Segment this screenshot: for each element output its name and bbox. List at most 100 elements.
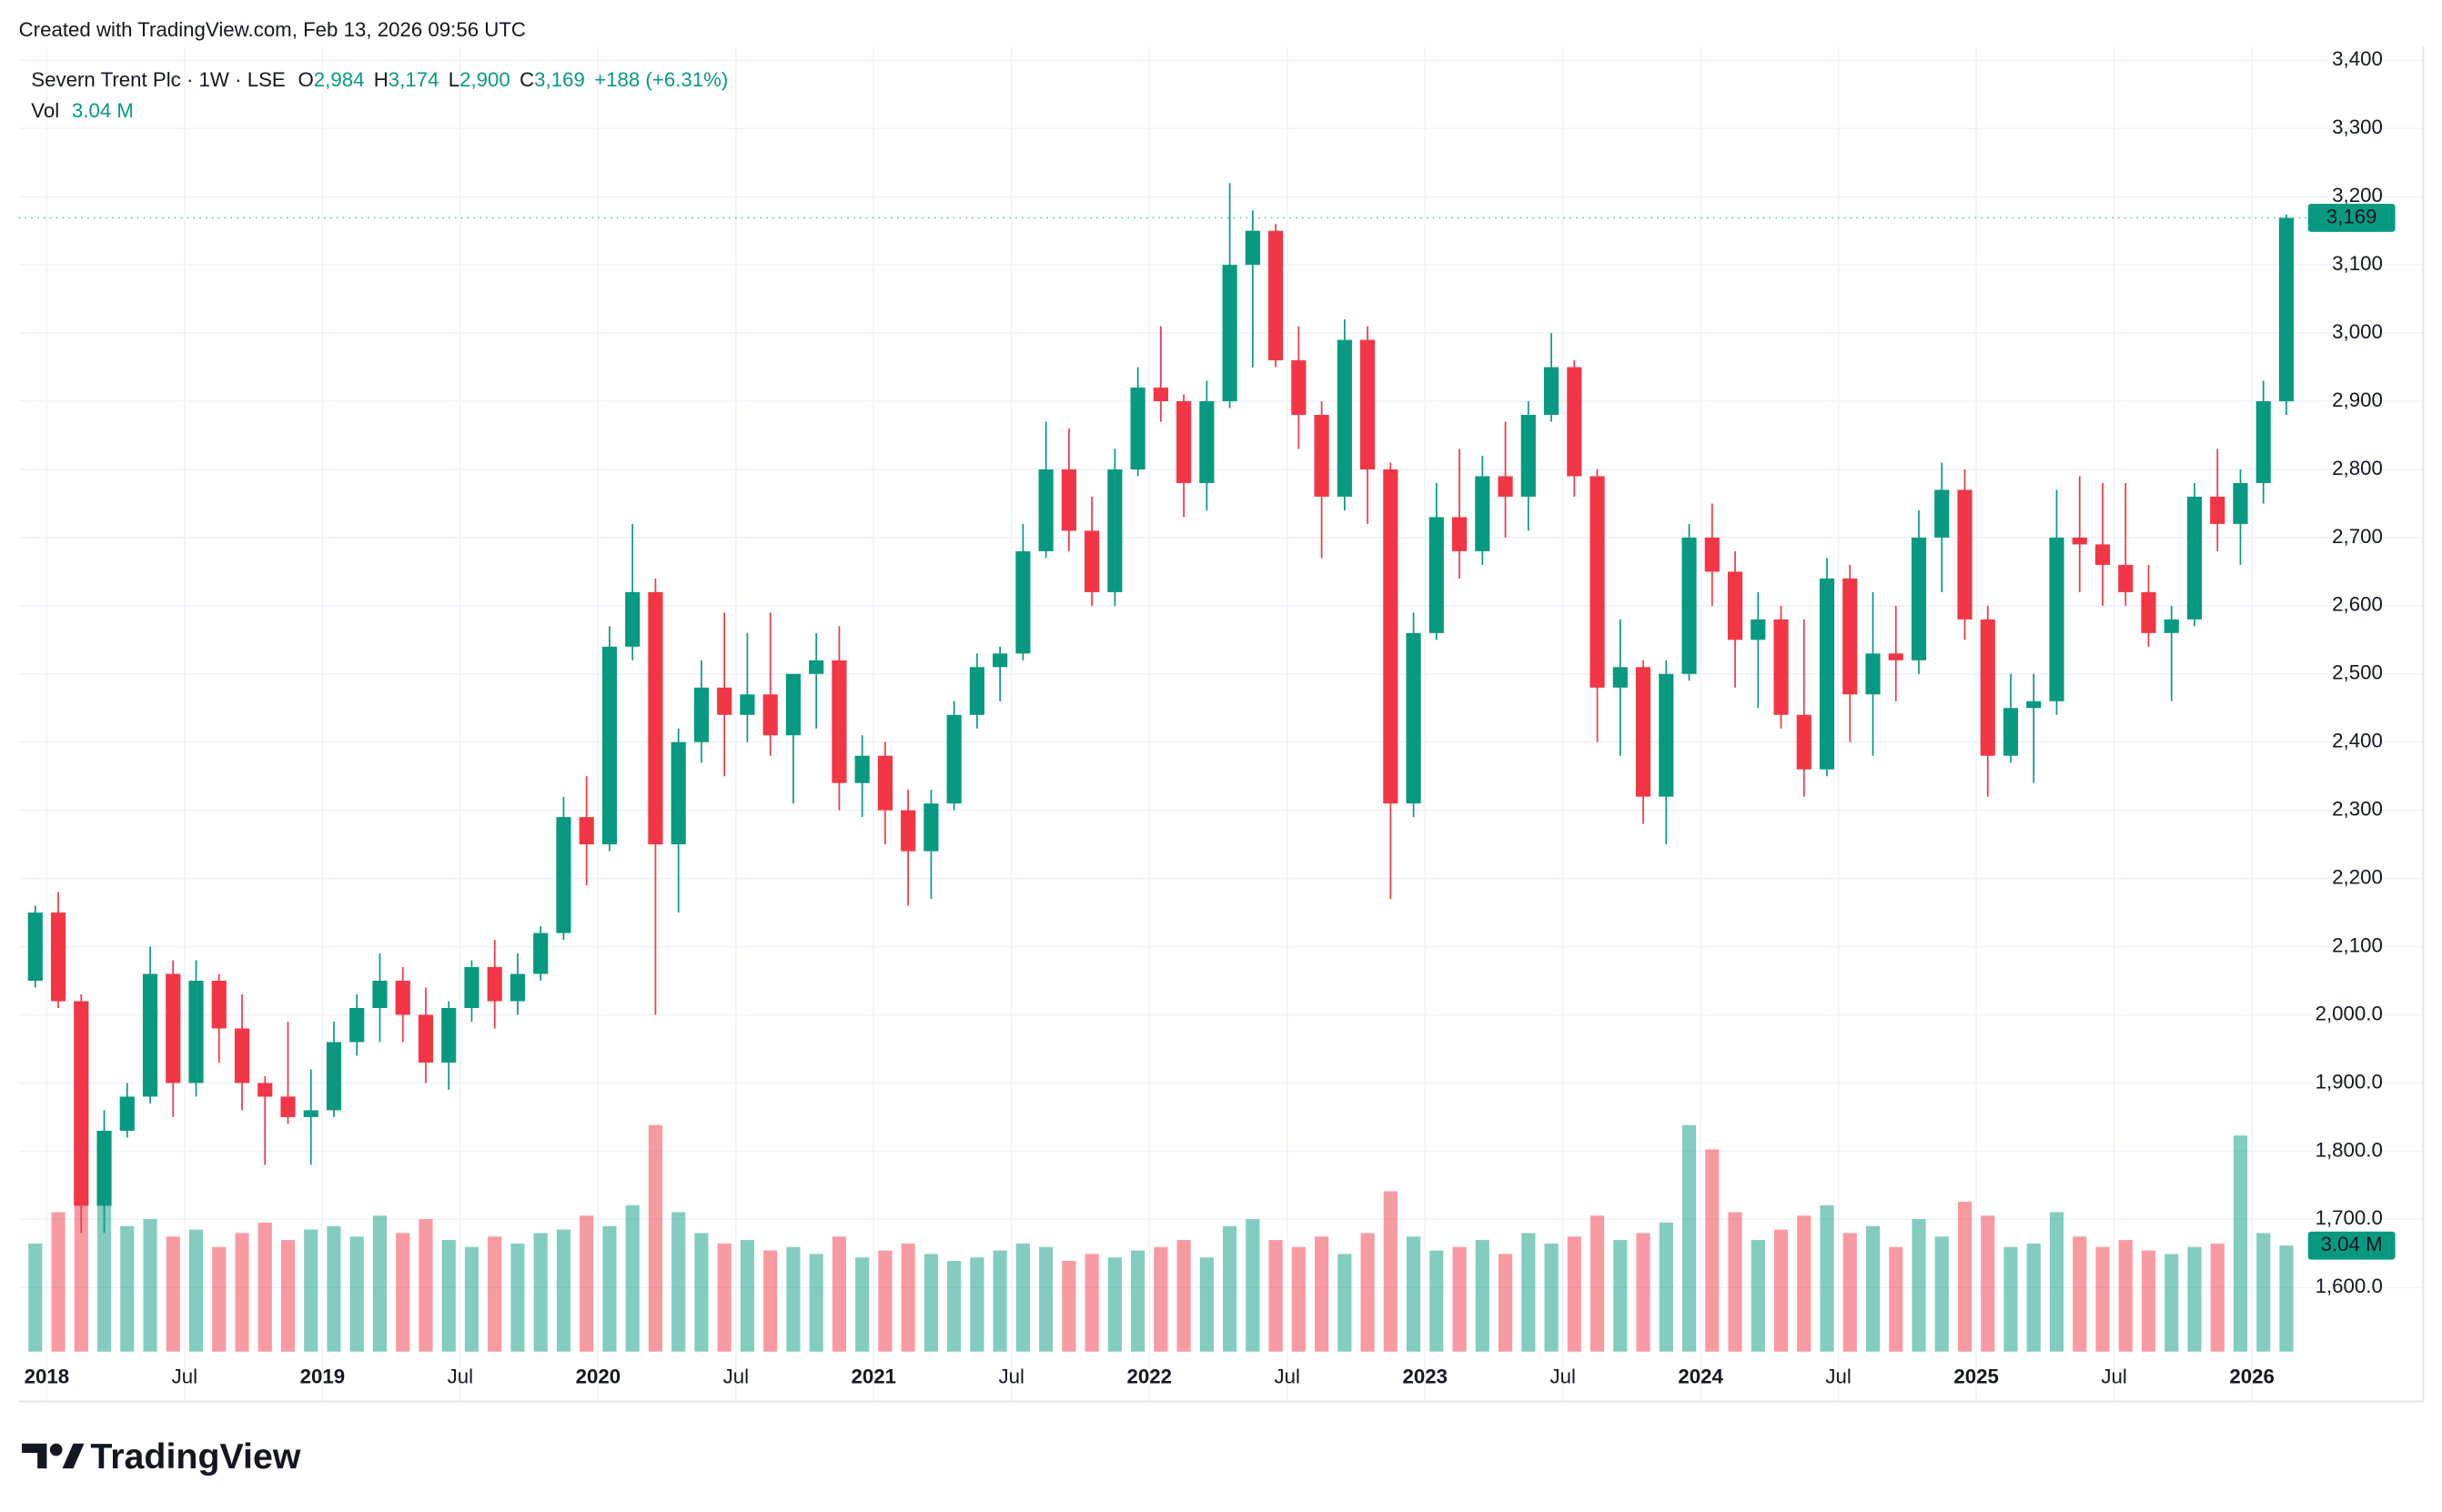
candle-body bbox=[1957, 489, 1973, 620]
volume-bar bbox=[1820, 1205, 1834, 1352]
candle-body bbox=[1061, 469, 1076, 531]
volume-bar bbox=[188, 1229, 204, 1352]
candle-body bbox=[2255, 401, 2271, 483]
candle-body bbox=[1268, 230, 1284, 361]
volume-bar bbox=[280, 1240, 296, 1352]
volume-bar bbox=[1567, 1236, 1581, 1352]
volume-bar bbox=[1291, 1246, 1306, 1352]
volume-bar bbox=[855, 1257, 870, 1352]
candle-body bbox=[2186, 496, 2203, 620]
volume-bar bbox=[2164, 1254, 2179, 1352]
x-tick-label: Jul bbox=[723, 1366, 749, 1388]
volume-bar bbox=[671, 1212, 686, 1352]
legend-key: L bbox=[449, 68, 459, 91]
candle-body bbox=[1107, 469, 1123, 592]
last-price-tag bbox=[2307, 204, 2396, 232]
volume-bar bbox=[1728, 1212, 1742, 1352]
candle-body bbox=[1498, 476, 1513, 497]
volume-bar bbox=[533, 1233, 548, 1352]
volume-bar bbox=[1934, 1236, 1949, 1352]
volume-bar bbox=[1773, 1229, 1789, 1352]
volume-bar bbox=[901, 1243, 915, 1352]
candle-body bbox=[969, 667, 984, 715]
volume-bar bbox=[1865, 1225, 1881, 1352]
candle-body bbox=[1520, 415, 1536, 497]
logo: TradingView bbox=[22, 1436, 301, 1477]
last-volume-label: 3.04 M bbox=[2321, 1233, 2383, 1255]
candle-body bbox=[1865, 653, 1881, 695]
candle-body bbox=[1038, 469, 1054, 551]
volume-bar bbox=[786, 1246, 801, 1352]
y-tick-label: 1,900.0 bbox=[2316, 1070, 2383, 1093]
volume-bar bbox=[648, 1124, 663, 1352]
candle-body bbox=[2026, 701, 2042, 709]
x-tick-label: Jul bbox=[448, 1366, 473, 1388]
last-price-label: 3,169 bbox=[2326, 205, 2377, 227]
last-volume-tag bbox=[2307, 1231, 2396, 1260]
volume-bar bbox=[1912, 1219, 1926, 1352]
volume-bar bbox=[1039, 1246, 1054, 1352]
volume-bar bbox=[763, 1250, 778, 1352]
candle-body bbox=[1428, 517, 1444, 633]
volume-bar bbox=[923, 1254, 938, 1352]
candle-body bbox=[1704, 537, 1720, 572]
volume-bar bbox=[1957, 1201, 1973, 1352]
volume-bar bbox=[396, 1233, 410, 1352]
candle-body bbox=[648, 591, 663, 845]
change: +188 (+6.31%) bbox=[594, 68, 728, 91]
volume-bar bbox=[143, 1219, 157, 1352]
candle-body bbox=[1773, 619, 1789, 715]
volume-bar bbox=[1475, 1240, 1489, 1352]
volume-bar bbox=[556, 1229, 571, 1352]
y-tick-label: 3,200 bbox=[2332, 184, 2383, 207]
legend-value: 3,169 bbox=[534, 68, 585, 91]
volume-bar bbox=[1498, 1254, 1513, 1352]
legend-value: 3,174 bbox=[388, 68, 439, 91]
volume-bar bbox=[28, 1243, 43, 1352]
y-tick-label: 2,500 bbox=[2332, 661, 2383, 684]
volume-bar bbox=[602, 1225, 617, 1352]
y-tick-label: 2,100 bbox=[2332, 933, 2383, 956]
volume-bar bbox=[1085, 1254, 1099, 1352]
candle-body bbox=[2118, 564, 2134, 592]
volume-bar bbox=[441, 1240, 456, 1352]
volume-bar bbox=[349, 1236, 364, 1352]
volume-bar bbox=[1544, 1243, 1559, 1352]
volume-bar bbox=[464, 1246, 479, 1352]
candle-body bbox=[1291, 360, 1307, 416]
volume-bar bbox=[1223, 1225, 1237, 1352]
candle-body bbox=[1980, 619, 1995, 756]
volume-bar bbox=[1107, 1257, 1122, 1352]
volume-bar bbox=[1131, 1250, 1145, 1352]
candle-body bbox=[1659, 673, 1674, 797]
candle-body bbox=[854, 755, 870, 783]
y-tick-label: 2,400 bbox=[2332, 730, 2383, 752]
volume-bar bbox=[1521, 1233, 1536, 1352]
candle-body bbox=[717, 687, 732, 715]
candle-body bbox=[2072, 537, 2087, 545]
y-tick-label: 2,300 bbox=[2332, 798, 2383, 821]
volume-bar bbox=[2073, 1236, 2087, 1352]
candle-body bbox=[693, 687, 710, 742]
volume-bar bbox=[2118, 1240, 2133, 1352]
candle-body bbox=[1406, 632, 1421, 804]
grid bbox=[18, 46, 2424, 1402]
candle-body bbox=[1475, 476, 1490, 551]
candle-body bbox=[1567, 367, 1582, 477]
candle-body bbox=[740, 694, 755, 715]
volume-bar bbox=[1889, 1246, 1903, 1352]
candle-body bbox=[2003, 708, 2019, 756]
legend-key: C bbox=[520, 68, 534, 91]
volume-bar bbox=[2003, 1246, 2018, 1352]
candle-body bbox=[2049, 537, 2064, 701]
volume-bar bbox=[2026, 1243, 2041, 1352]
candle-body bbox=[2278, 217, 2295, 402]
y-tick-label: 2,000.0 bbox=[2316, 1002, 2383, 1024]
volume-bar bbox=[212, 1246, 227, 1352]
volume-bar bbox=[1315, 1236, 1329, 1352]
volume-legend: Vol 3.04 M bbox=[31, 99, 134, 122]
volume-bar bbox=[1268, 1240, 1283, 1352]
candle-body bbox=[510, 973, 526, 1002]
volume-bar bbox=[580, 1215, 594, 1352]
